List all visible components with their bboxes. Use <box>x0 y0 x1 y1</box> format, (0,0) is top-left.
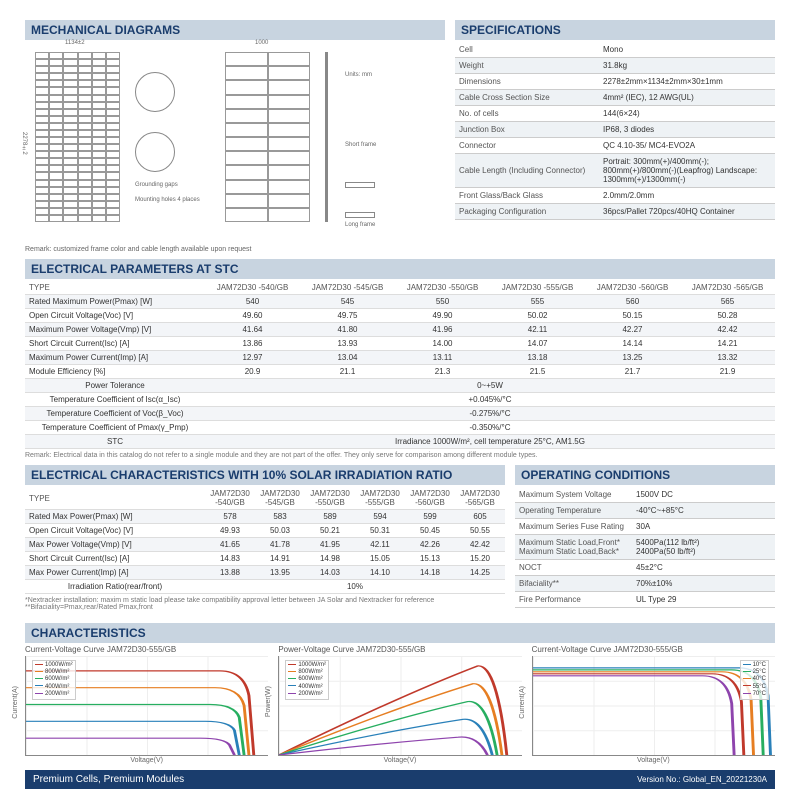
panel-front-diagram <box>35 52 120 222</box>
oper-value: 1500V DC <box>632 487 775 503</box>
oper-label: NOCT <box>515 560 632 576</box>
spec-value: 31.8kg <box>599 58 775 74</box>
pv-chart: Power-Voltage Curve JAM72D30-555/GB Powe… <box>278 645 521 764</box>
diagram-area: 1134±2 2278±2 Grounding gaps Mounting ho… <box>25 42 445 242</box>
spec-value: Portrait: 300mm(+)/400mm(-); 800mm(+)/80… <box>599 154 775 188</box>
spec-label: No. of cells <box>455 106 599 122</box>
elec-stc-header: ELECTRICAL PARAMETERS AT STC <box>25 259 775 279</box>
elec-stc-table: TYPEJAM72D30 -540/GBJAM72D30 -545/GBJAM7… <box>25 281 775 449</box>
oper-label: Maximum Series Fuse Rating <box>515 519 632 535</box>
oper-value: UL Type 29 <box>632 592 775 608</box>
oper-label: Maximum System Voltage <box>515 487 632 503</box>
mechanical-section: MECHANICAL DIAGRAMS 1134±2 2278±2 Ground… <box>25 20 445 253</box>
oper-header: OPERATING CONDITIONS <box>515 465 775 485</box>
spec-label: Dimensions <box>455 74 599 90</box>
char-header: CHARACTERISTICS <box>25 623 775 643</box>
spec-label: Cell <box>455 42 599 58</box>
spec-table: CellMonoWeight31.8kgDimensions2278±2mm×1… <box>455 42 775 220</box>
spec-value: QC 4.10-35/ MC4-EVO2A <box>599 138 775 154</box>
spec-value: 36pcs/Pallet 720pcs/40HQ Container <box>599 204 775 220</box>
spec-label: Packaging Configuration <box>455 204 599 220</box>
operating-section: OPERATING CONDITIONS Maximum System Volt… <box>515 465 775 617</box>
iv-chart: Current-Voltage Curve JAM72D30-555/GB Cu… <box>25 645 268 764</box>
oper-label: Bifaciality** <box>515 576 632 592</box>
iv-temp-chart: Current-Voltage Curve JAM72D30-555/GB Cu… <box>532 645 775 764</box>
oper-label: Operating Temperature <box>515 503 632 519</box>
elec-10-section: ELECTRICAL CHARACTERISTICS WITH 10% SOLA… <box>25 465 505 617</box>
oper-value: 45±2°C <box>632 560 775 576</box>
spec-value: 2.0mm/2.0mm <box>599 188 775 204</box>
oper-label: Maximum Static Load,Front* Maximum Stati… <box>515 535 632 560</box>
oper-value: -40°C~+85°C <box>632 503 775 519</box>
spec-label: Junction Box <box>455 122 599 138</box>
spec-value: Mono <box>599 42 775 58</box>
spec-label: Cable Cross Section Size <box>455 90 599 106</box>
mech-header: MECHANICAL DIAGRAMS <box>25 20 445 40</box>
specifications-section: SPECIFICATIONS CellMonoWeight31.8kgDimen… <box>455 20 775 253</box>
charts-row: Current-Voltage Curve JAM72D30-555/GB Cu… <box>25 645 775 764</box>
footer-left: Premium Cells, Premium Modules <box>33 774 184 785</box>
oper-table: Maximum System Voltage1500V DCOperating … <box>515 487 775 608</box>
spec-header: SPECIFICATIONS <box>455 20 775 40</box>
spec-value: 4mm² (IEC), 12 AWG(UL) <box>599 90 775 106</box>
elec-10-table: TYPEJAM72D30 -540/GBJAM72D30 -545/GBJAM7… <box>25 487 505 594</box>
oper-value: 30A <box>632 519 775 535</box>
footer-right: Version No.: Global_EN_20221230A <box>637 775 767 784</box>
spec-label: Connector <box>455 138 599 154</box>
spec-label: Weight <box>455 58 599 74</box>
footer: Premium Cells, Premium Modules Version N… <box>25 770 775 789</box>
elec-10-note: *Nextracker installation: maxim m static… <box>25 597 505 611</box>
oper-value: 5400Pa(112 lb/ft²) 2400Pa(50 lb/ft²) <box>632 535 775 560</box>
oper-value: 70%±10% <box>632 576 775 592</box>
elec-stc-note: Remark: Electrical data in this catalog … <box>25 452 775 459</box>
spec-value: IP68, 3 diodes <box>599 122 775 138</box>
oper-label: Fire Performance <box>515 592 632 608</box>
panel-back-diagram <box>225 52 310 222</box>
elec-10-header: ELECTRICAL CHARACTERISTICS WITH 10% SOLA… <box>25 465 505 485</box>
spec-value: 2278±2mm×1134±2mm×30±1mm <box>599 74 775 90</box>
diagram-note: Remark: customized frame color and cable… <box>25 246 445 253</box>
spec-label: Cable Length (Including Connector) <box>455 154 599 188</box>
spec-value: 144(6×24) <box>599 106 775 122</box>
spec-label: Front Glass/Back Glass <box>455 188 599 204</box>
